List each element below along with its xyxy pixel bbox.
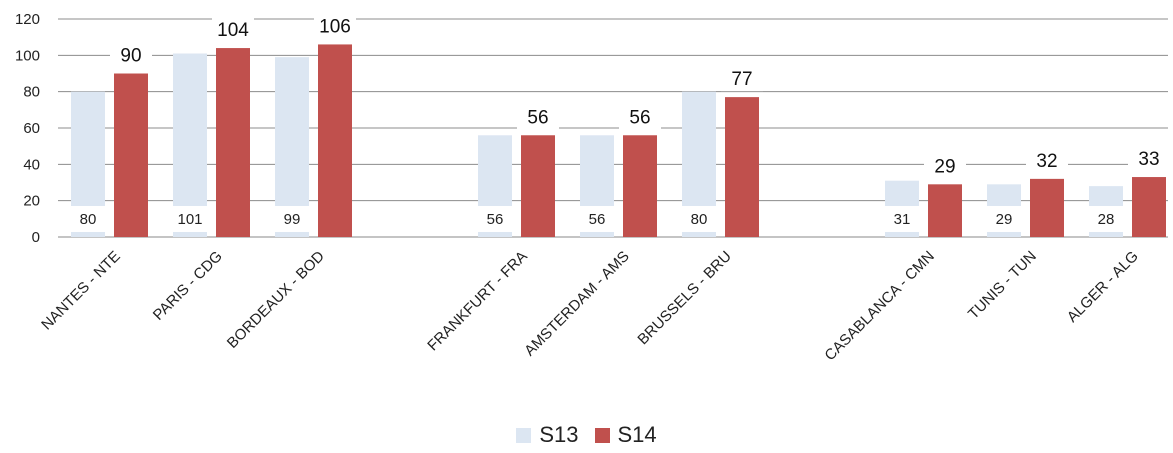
y-tick-label: 60	[23, 120, 40, 137]
x-category-label: ALGER - ALG	[1064, 248, 1142, 326]
data-label-s14: 29	[934, 156, 955, 177]
data-label-s14: 106	[319, 16, 351, 37]
data-label-box-s13	[1088, 206, 1124, 232]
bar-s14	[1030, 178, 1064, 237]
data-label-s13: 31	[894, 211, 911, 228]
bar-s14	[623, 135, 657, 237]
y-tick-label: 80	[23, 84, 40, 101]
data-label-box-s13	[884, 206, 920, 232]
data-label-s13: 28	[1098, 211, 1115, 228]
legend: S13 S14	[0, 422, 1173, 448]
bar-s14	[725, 97, 759, 237]
data-label-box-s13	[681, 206, 717, 232]
data-label-box-s14	[1026, 148, 1068, 173]
data-label-box-s14	[517, 105, 559, 130]
data-label-s14: 90	[120, 46, 141, 67]
x-category-label: PARIS - CDG	[150, 248, 226, 324]
bar-s14	[114, 73, 148, 237]
data-label-box-s14	[619, 105, 661, 130]
bar-s14	[521, 135, 555, 237]
data-label-box-s13	[477, 206, 513, 232]
data-label-box-s14	[924, 154, 966, 179]
bar-s14	[1132, 177, 1166, 237]
bar-s14	[216, 48, 250, 237]
data-label-s14: 32	[1036, 151, 1057, 172]
x-category-label: BRUSSELS - BRU	[634, 248, 734, 348]
x-category-label: TUNIS - TUN	[965, 248, 1040, 323]
data-label-s14: 77	[731, 69, 752, 90]
legend-label-s13: S13	[539, 422, 579, 447]
data-label-box-s14	[314, 14, 356, 39]
data-label-box-s14	[110, 43, 152, 68]
data-label-box-s14	[1128, 147, 1170, 172]
bar-s14	[928, 184, 962, 237]
data-label-box-s13	[172, 206, 208, 232]
data-label-s14: 56	[629, 107, 650, 128]
legend-label-s14: S14	[617, 422, 657, 447]
legend-swatch-s14	[594, 427, 610, 443]
data-label-box-s14	[721, 67, 763, 92]
legend-item-s14: S14	[594, 422, 657, 448]
y-tick-label: 40	[23, 156, 40, 173]
data-label-s13: 101	[177, 211, 202, 228]
y-tick-label: 0	[32, 229, 40, 246]
data-label-s13: 56	[487, 211, 504, 228]
data-label-s13: 80	[691, 211, 708, 228]
y-tick-label: 100	[15, 47, 40, 64]
data-label-box-s13	[70, 206, 106, 232]
y-tick-label: 120	[15, 11, 40, 28]
data-label-s13: 99	[284, 211, 301, 228]
data-label-box-s14	[212, 18, 254, 43]
data-label-box-s13	[986, 206, 1022, 232]
data-label-s13: 56	[589, 211, 606, 228]
data-label-box-s13	[579, 206, 615, 232]
data-label-s14: 104	[217, 20, 249, 41]
bar-s14	[318, 44, 352, 237]
data-label-s14: 56	[527, 107, 548, 128]
legend-swatch-s13	[516, 427, 532, 443]
data-label-s13: 29	[996, 211, 1013, 228]
x-category-label: CASABLANCA - CMN	[821, 248, 937, 364]
x-category-label: BORDEAUX - BOD	[224, 248, 328, 352]
y-tick-label: 20	[23, 193, 40, 210]
x-category-label: NANTES - NTE	[38, 248, 124, 334]
legend-item-s13: S13	[516, 422, 579, 448]
data-label-s14: 33	[1138, 149, 1159, 170]
data-label-box-s13	[274, 206, 310, 232]
bar-chart: 0 20 40 60 80 100 120 80 90 NANTES - NTE 101 104 PAR…	[15, 11, 1170, 364]
x-category-label: AMSTERDAM - AMS	[521, 248, 633, 360]
data-label-s13: 80	[80, 211, 97, 228]
x-category-label: FRANKFURT - FRA	[424, 248, 531, 355]
